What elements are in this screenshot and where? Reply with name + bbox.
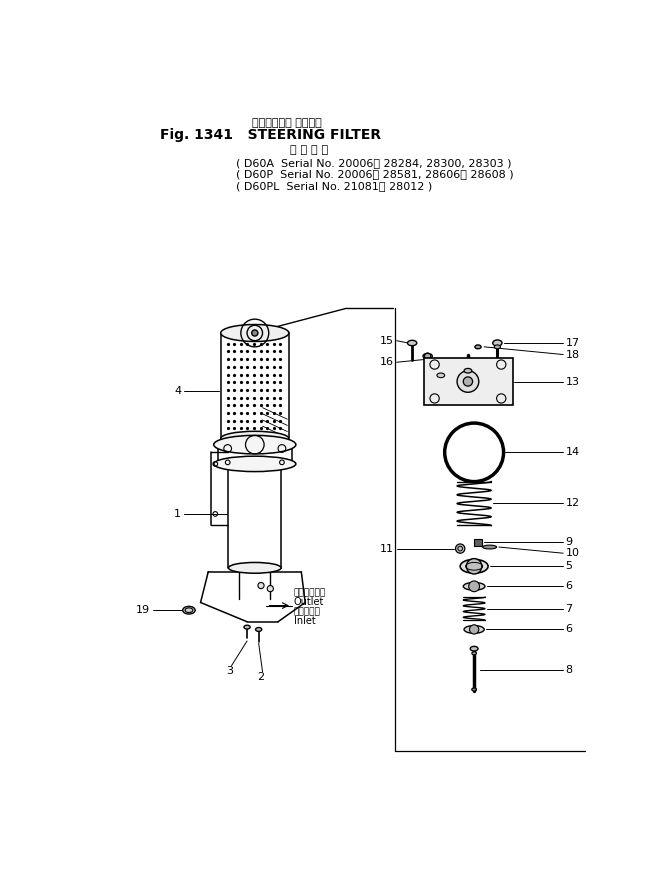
Ellipse shape [220, 325, 289, 341]
Text: 6: 6 [565, 581, 573, 591]
Ellipse shape [256, 627, 261, 632]
Text: ( D60P  Serial No. 20006～ 28581, 28606～ 28608 ): ( D60P Serial No. 20006～ 28581, 28606～ 2… [236, 169, 514, 179]
Ellipse shape [464, 625, 484, 633]
Ellipse shape [183, 606, 195, 614]
Ellipse shape [408, 340, 417, 346]
Text: 4: 4 [174, 385, 181, 396]
Ellipse shape [214, 436, 296, 454]
Text: 5: 5 [565, 561, 573, 572]
Text: Fig. 1341   STEERING FILTER: Fig. 1341 STEERING FILTER [160, 128, 381, 142]
Text: インレット: インレット [293, 607, 320, 617]
Text: 3: 3 [226, 666, 233, 676]
Bar [424, 357, 513, 406]
Circle shape [455, 544, 465, 553]
Text: アウトレット: アウトレット [293, 589, 326, 598]
Text: 16: 16 [380, 357, 395, 367]
Circle shape [457, 370, 479, 392]
Text: ( D60A  Serial No. 20006～ 28284, 28300, 28303 ): ( D60A Serial No. 20006～ 28284, 28300, 2… [236, 158, 512, 168]
Text: 14: 14 [565, 447, 580, 458]
Text: 13: 13 [565, 377, 579, 386]
Text: Inlet: Inlet [293, 616, 315, 626]
Text: 7: 7 [565, 603, 573, 614]
Ellipse shape [464, 369, 472, 373]
Text: 2: 2 [257, 672, 263, 682]
Text: 11: 11 [380, 543, 395, 554]
Ellipse shape [493, 340, 502, 346]
Circle shape [469, 581, 479, 592]
Circle shape [466, 558, 482, 574]
Circle shape [267, 586, 273, 592]
Text: 17: 17 [565, 338, 580, 348]
Text: ( D60PL  Serial No. 21081～ 28012 ): ( D60PL Serial No. 21081～ 28012 ) [236, 181, 432, 191]
Ellipse shape [472, 652, 477, 654]
Ellipse shape [214, 456, 296, 472]
Ellipse shape [475, 345, 481, 348]
Ellipse shape [244, 625, 250, 629]
Bar [474, 540, 482, 545]
Circle shape [252, 330, 258, 336]
Ellipse shape [470, 647, 478, 651]
Ellipse shape [437, 373, 445, 377]
Text: 19: 19 [136, 605, 150, 615]
Ellipse shape [483, 545, 496, 549]
Text: 15: 15 [380, 336, 395, 346]
Ellipse shape [472, 688, 477, 691]
Ellipse shape [463, 582, 485, 590]
Circle shape [469, 624, 479, 634]
Ellipse shape [220, 431, 289, 445]
Text: 8: 8 [565, 665, 573, 676]
Circle shape [463, 377, 473, 386]
Ellipse shape [495, 345, 500, 348]
Text: Outlet: Outlet [293, 597, 324, 608]
Text: 12: 12 [565, 498, 580, 508]
Text: 10: 10 [565, 549, 579, 558]
Ellipse shape [460, 559, 488, 573]
Ellipse shape [423, 354, 432, 359]
Circle shape [258, 582, 264, 588]
Text: 9: 9 [565, 537, 573, 548]
Text: ステアリング フィルタ: ステアリング フィルタ [252, 118, 322, 128]
Text: 6: 6 [565, 624, 573, 634]
Text: 適 用 号 機: 適 用 号 機 [291, 146, 328, 155]
Ellipse shape [228, 563, 281, 573]
Text: 18: 18 [565, 349, 580, 360]
Text: 1: 1 [174, 509, 181, 519]
